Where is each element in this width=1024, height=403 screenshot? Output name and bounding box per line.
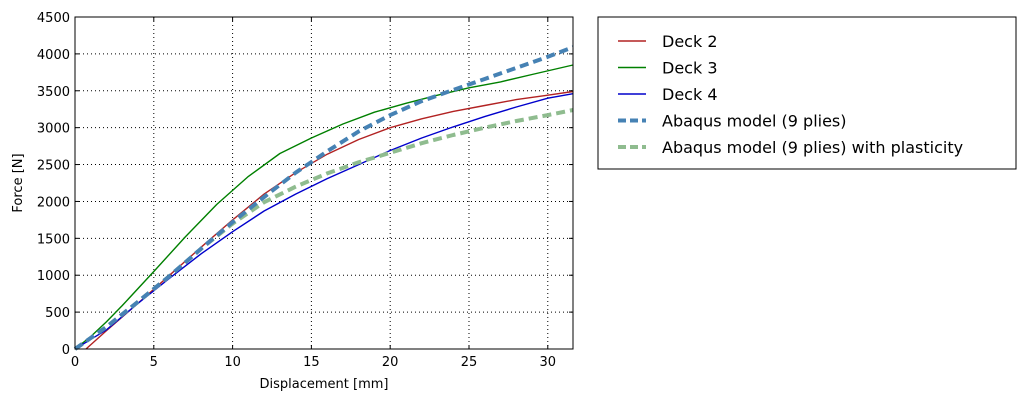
x-tick-label: 0 — [71, 355, 79, 370]
series-line-4 — [73, 45, 574, 351]
x-tick-label: 20 — [382, 355, 399, 370]
y-tick-label: 1000 — [37, 269, 70, 284]
legend-label-1: Deck 2 — [662, 32, 718, 51]
legend-label-3: Deck 4 — [662, 85, 718, 104]
legend-label-2: Deck 3 — [662, 59, 718, 78]
x-tick-label: 15 — [303, 355, 320, 370]
legend: Deck 2 Deck 3 Deck 4 Abaqus model (9 plies)… — [597, 16, 1017, 170]
x-tick-label: 30 — [540, 355, 557, 370]
y-tick-label: 4500 — [37, 11, 70, 26]
x-tick-label: 10 — [224, 355, 241, 370]
plot-frame — [74, 16, 574, 350]
x-tick-label: 25 — [461, 355, 478, 370]
y-tick-label: 2500 — [37, 159, 70, 174]
x-axis-label: Displacement [mm] — [260, 377, 389, 392]
series-line-5 — [73, 108, 574, 351]
y-tick-label: 1500 — [37, 232, 70, 247]
axis-ticks: 0 5 10 15 20 25 30 0 500 1000 1500 2000 2500 3000 3500… — [37, 11, 573, 370]
legend-box — [597, 16, 1017, 170]
legend-label-5: Abaqus model (9 plies) with plasticity — [662, 138, 963, 157]
y-tick-label: 500 — [45, 306, 70, 321]
grid-lines — [75, 17, 573, 349]
y-tick-label: 3500 — [37, 85, 70, 100]
y-tick-label: 4000 — [37, 48, 70, 63]
legend-label-4: Abaqus model (9 plies) — [662, 112, 847, 131]
y-tick-label: 0 — [62, 343, 70, 358]
series-line-2 — [74, 64, 574, 350]
x-tick-label: 5 — [150, 355, 158, 370]
y-tick-label: 3000 — [37, 122, 70, 137]
plot-series — [73, 45, 574, 351]
y-axis-label: Force [N] — [11, 153, 26, 212]
y-tick-label: 2000 — [37, 195, 70, 210]
